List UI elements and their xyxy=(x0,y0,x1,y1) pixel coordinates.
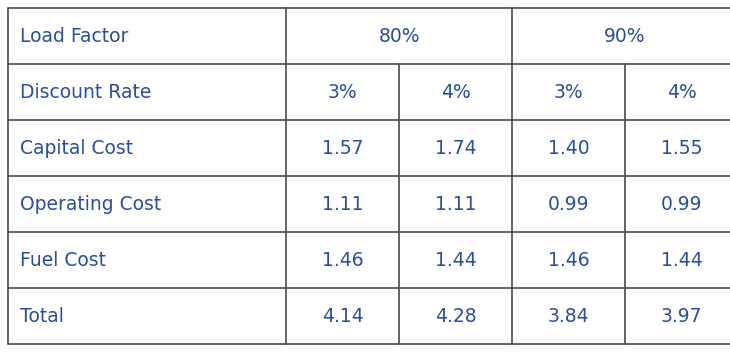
Text: 1.11: 1.11 xyxy=(322,194,364,214)
Text: 0.99: 0.99 xyxy=(661,194,702,214)
Text: 3%: 3% xyxy=(328,83,357,101)
Text: 4%: 4% xyxy=(441,83,470,101)
Text: 1.46: 1.46 xyxy=(548,251,589,269)
Text: Capital Cost: Capital Cost xyxy=(20,138,133,157)
Text: Discount Rate: Discount Rate xyxy=(20,83,151,101)
Text: 3.84: 3.84 xyxy=(548,307,589,325)
Text: 4.14: 4.14 xyxy=(322,307,364,325)
Text: 1.44: 1.44 xyxy=(661,251,702,269)
Text: Load Factor: Load Factor xyxy=(20,26,128,46)
Text: Fuel Cost: Fuel Cost xyxy=(20,251,106,269)
Text: 3.97: 3.97 xyxy=(661,307,702,325)
Text: 1.46: 1.46 xyxy=(322,251,364,269)
Text: 1.11: 1.11 xyxy=(435,194,476,214)
Text: 1.44: 1.44 xyxy=(434,251,477,269)
Text: 4.28: 4.28 xyxy=(434,307,476,325)
Text: 1.57: 1.57 xyxy=(322,138,364,157)
Text: 1.55: 1.55 xyxy=(661,138,702,157)
Text: 90%: 90% xyxy=(604,26,646,46)
Text: 0.99: 0.99 xyxy=(548,194,589,214)
Text: 4%: 4% xyxy=(666,83,696,101)
Text: 80%: 80% xyxy=(378,26,420,46)
Text: 1.74: 1.74 xyxy=(434,138,476,157)
Text: Operating Cost: Operating Cost xyxy=(20,194,161,214)
Text: 1.40: 1.40 xyxy=(548,138,589,157)
Text: 3%: 3% xyxy=(553,83,583,101)
Text: Total: Total xyxy=(20,307,64,325)
